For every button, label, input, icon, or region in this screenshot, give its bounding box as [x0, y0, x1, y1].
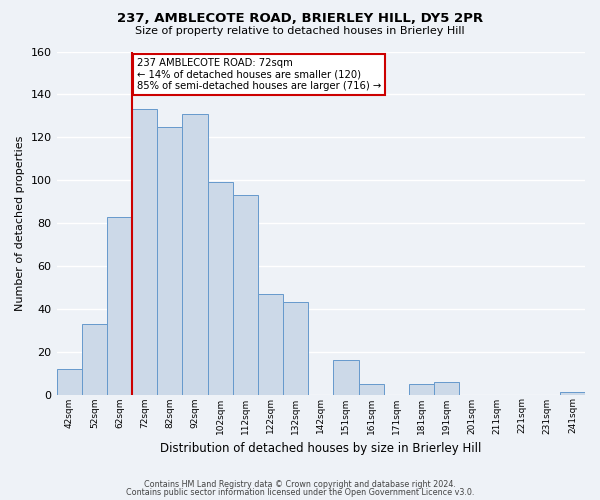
Bar	[107, 216, 132, 394]
Bar	[258, 294, 283, 394]
Bar	[334, 360, 359, 394]
Text: Size of property relative to detached houses in Brierley Hill: Size of property relative to detached ho…	[135, 26, 465, 36]
Bar	[157, 126, 182, 394]
Bar	[283, 302, 308, 394]
Text: Contains public sector information licensed under the Open Government Licence v3: Contains public sector information licen…	[126, 488, 474, 497]
Bar	[56, 369, 82, 394]
X-axis label: Distribution of detached houses by size in Brierley Hill: Distribution of detached houses by size …	[160, 442, 481, 455]
Bar	[132, 110, 157, 395]
Bar	[233, 195, 258, 394]
Text: 237, AMBLECOTE ROAD, BRIERLEY HILL, DY5 2PR: 237, AMBLECOTE ROAD, BRIERLEY HILL, DY5 …	[117, 12, 483, 24]
Bar	[208, 182, 233, 394]
Text: Contains HM Land Registry data © Crown copyright and database right 2024.: Contains HM Land Registry data © Crown c…	[144, 480, 456, 489]
Bar	[434, 382, 459, 394]
Y-axis label: Number of detached properties: Number of detached properties	[15, 136, 25, 310]
Bar	[560, 392, 585, 394]
Bar	[182, 114, 208, 394]
Text: 237 AMBLECOTE ROAD: 72sqm
← 14% of detached houses are smaller (120)
85% of semi: 237 AMBLECOTE ROAD: 72sqm ← 14% of detac…	[137, 58, 382, 91]
Bar	[82, 324, 107, 394]
Bar	[409, 384, 434, 394]
Bar	[359, 384, 383, 394]
